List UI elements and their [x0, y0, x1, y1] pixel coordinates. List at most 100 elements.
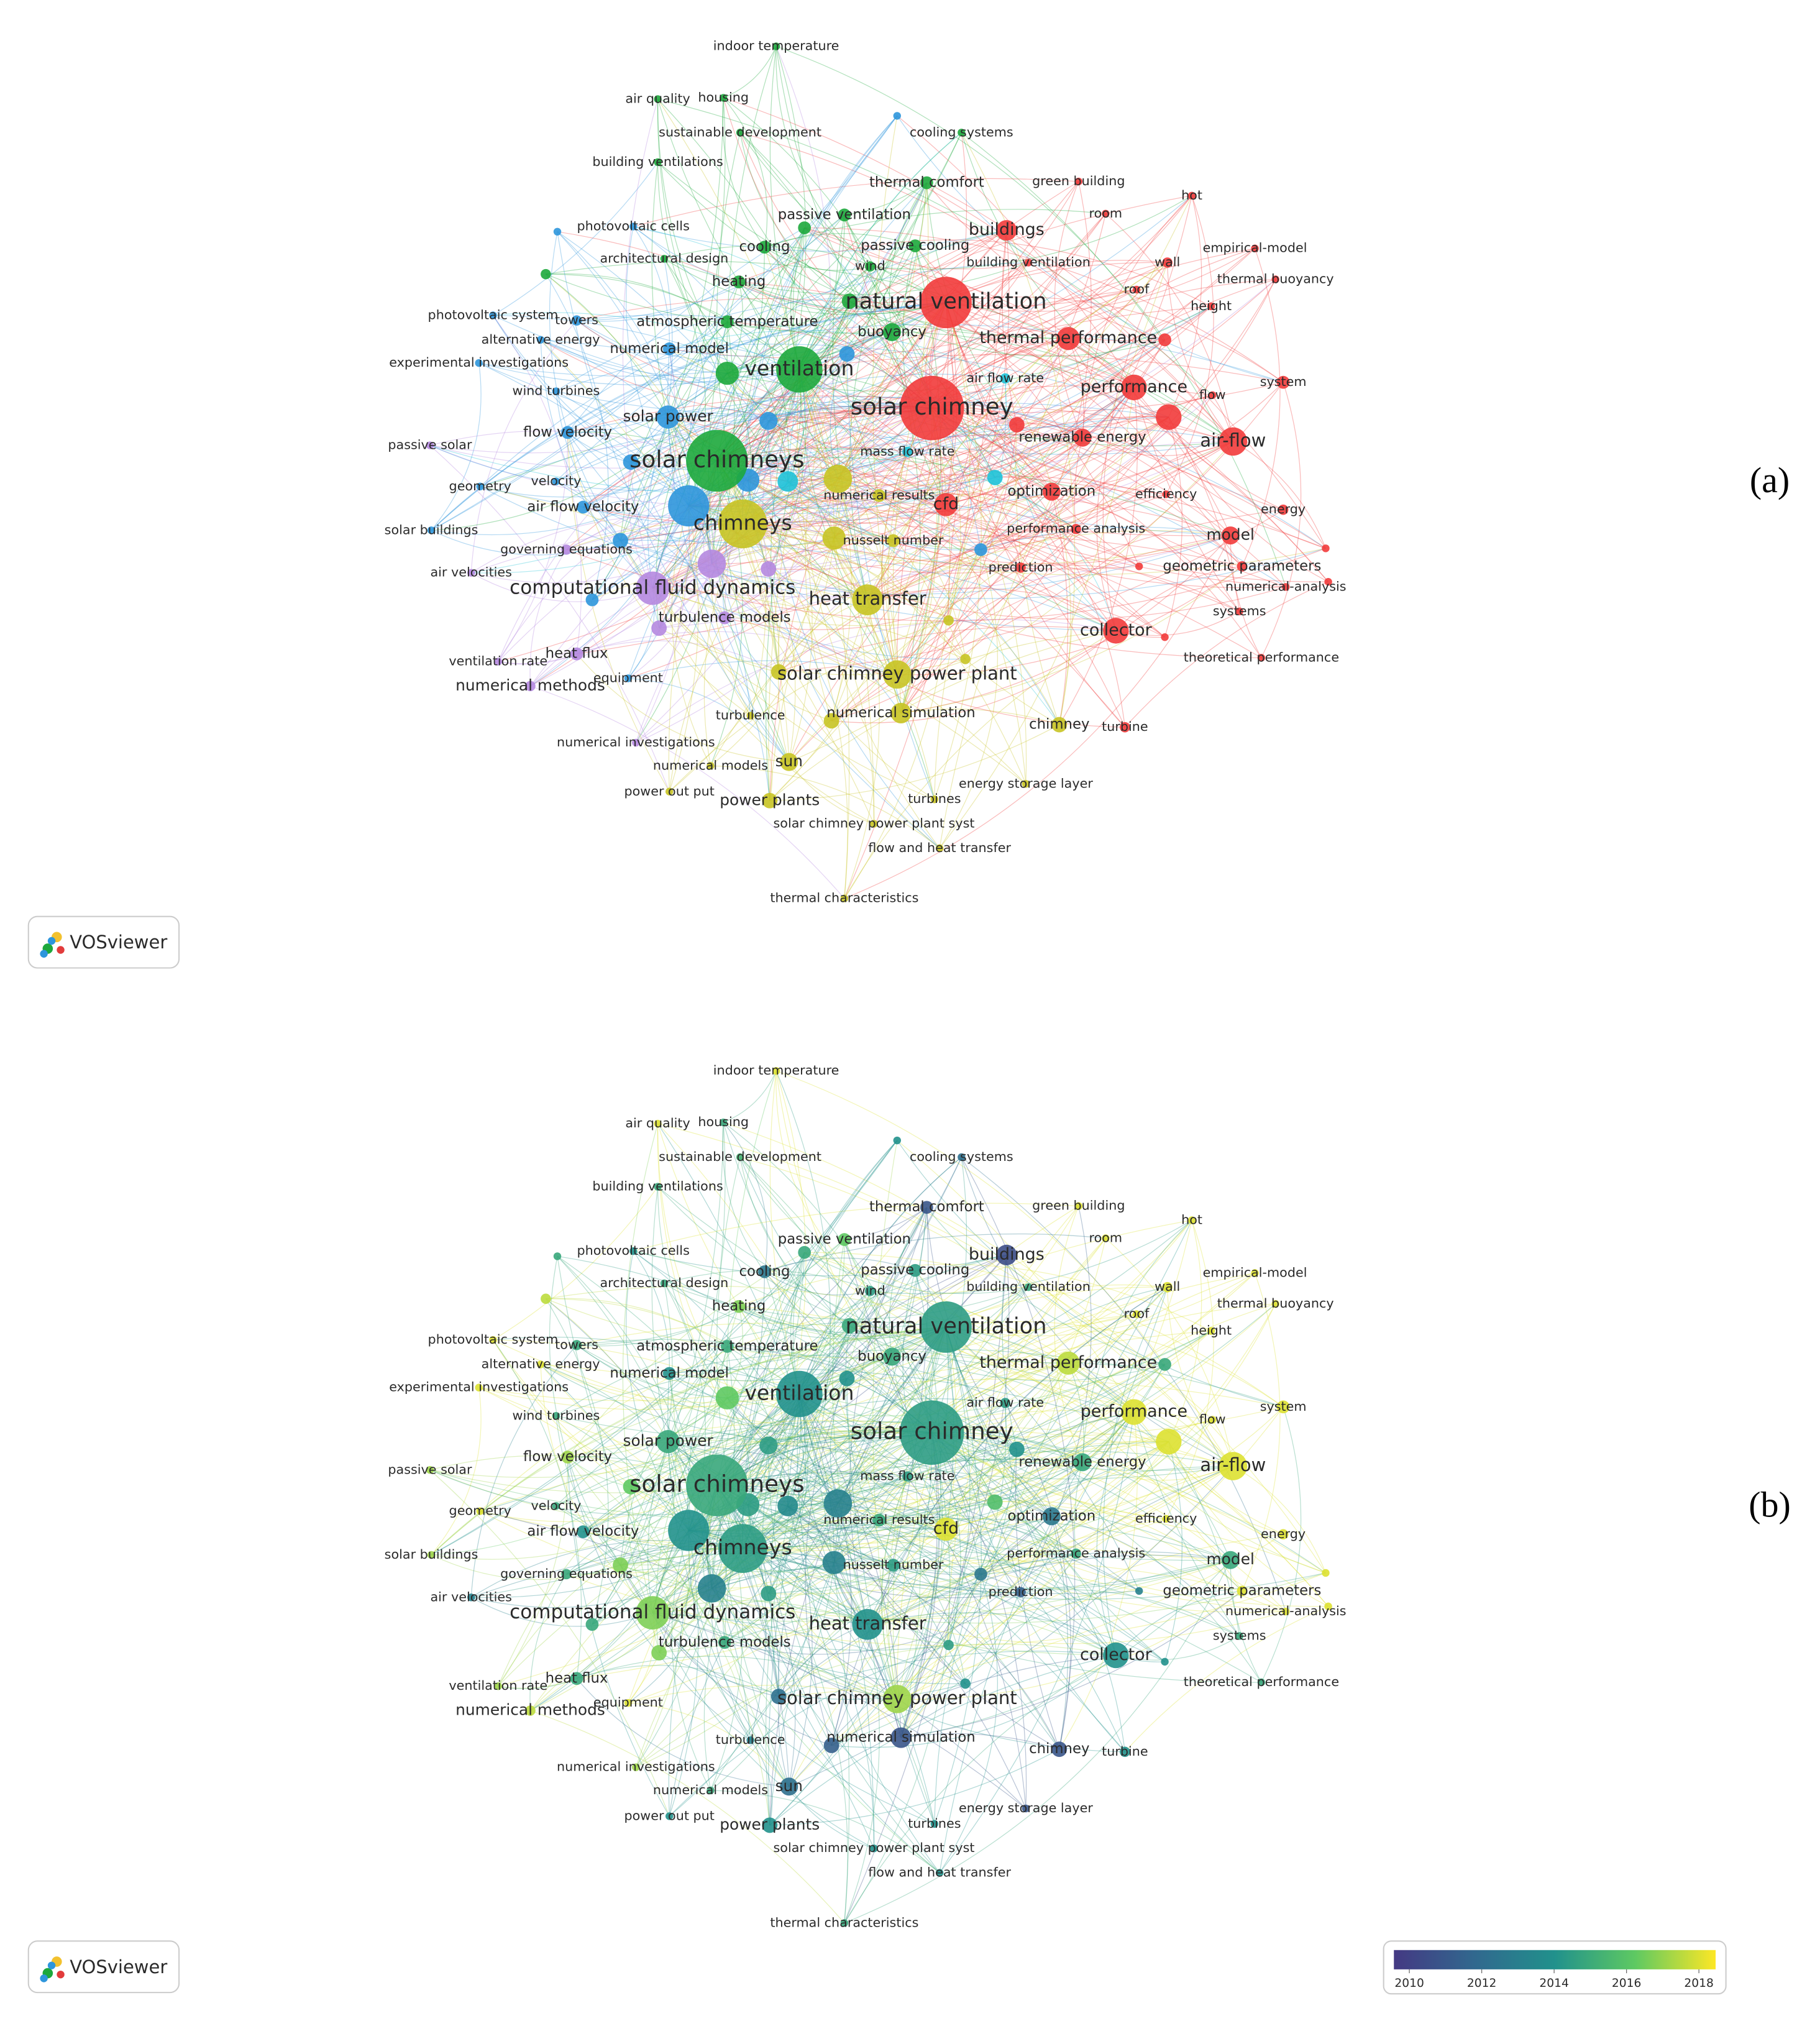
edge	[431, 302, 946, 531]
edge	[897, 1441, 1169, 1700]
node	[883, 323, 902, 341]
edge	[768, 1465, 1233, 1595]
edge	[628, 1685, 897, 1703]
edge	[635, 1346, 735, 1768]
edge	[647, 1441, 669, 1613]
edge	[1051, 491, 1240, 612]
edge	[787, 1505, 1021, 1593]
edge	[743, 523, 1140, 570]
edge	[633, 226, 946, 310]
logo-box	[27, 915, 180, 969]
edge	[431, 1485, 718, 1560]
node	[1103, 1642, 1129, 1669]
edge	[778, 530, 1231, 672]
node-label: wall	[1155, 255, 1180, 270]
edge	[669, 344, 1169, 418]
edge	[556, 324, 1284, 392]
edge	[652, 1238, 1106, 1613]
edge	[727, 301, 850, 328]
edge	[716, 182, 927, 461]
edge	[722, 98, 765, 248]
edge	[945, 302, 1117, 631]
edge	[724, 1419, 1213, 1643]
edge	[716, 460, 1076, 543]
edge	[725, 1592, 1021, 1655]
edge	[879, 1449, 1017, 1521]
edge	[769, 538, 835, 801]
edge	[778, 1465, 1233, 1697]
node	[665, 1812, 674, 1820]
edge	[768, 441, 1233, 570]
node-label: roof	[1124, 1306, 1150, 1321]
node	[865, 1286, 876, 1296]
node	[1103, 618, 1129, 644]
node	[759, 1436, 778, 1455]
edge	[867, 395, 1213, 600]
edge	[931, 195, 1192, 409]
node-label: alternative energy	[482, 1356, 600, 1371]
edge	[872, 1140, 898, 1700]
edge	[768, 369, 807, 569]
node	[668, 1510, 710, 1551]
edge	[742, 354, 848, 525]
node-label: energy	[1261, 502, 1306, 516]
edge	[768, 1393, 807, 1594]
node	[798, 221, 812, 234]
edge	[1059, 1411, 1138, 1750]
node-label: numerical investigations	[557, 735, 715, 749]
colorbar-tick-label: 2016	[1612, 1977, 1641, 1990]
edge	[768, 387, 1135, 570]
edge	[620, 1564, 1117, 1656]
edge	[567, 432, 751, 717]
edge	[716, 461, 796, 763]
edge	[739, 132, 1233, 442]
node-label: solar chimney power plant	[777, 662, 1017, 684]
edge	[726, 321, 789, 482]
edge	[902, 245, 947, 505]
node-label: chimneys	[693, 510, 792, 534]
edge	[833, 416, 1169, 539]
edge	[939, 387, 1135, 849]
edge	[900, 441, 1233, 713]
edge	[716, 1471, 1052, 1517]
node	[525, 1705, 536, 1716]
edge	[1230, 535, 1262, 658]
edge	[844, 230, 1007, 899]
edge	[768, 1393, 808, 1594]
edge	[620, 262, 1168, 541]
edge	[657, 99, 800, 370]
edge	[652, 588, 779, 672]
edge	[498, 1457, 569, 1687]
logo-text: VOSviewer	[70, 1956, 167, 1978]
edge	[633, 1250, 868, 1625]
node	[1219, 1452, 1248, 1480]
edge	[480, 1290, 871, 1512]
node-label: ventilation	[744, 356, 854, 380]
edge	[844, 1624, 880, 1923]
edge	[1102, 1286, 1168, 1656]
edge	[838, 474, 1326, 549]
edge	[620, 1286, 1168, 1566]
node	[613, 1557, 628, 1573]
logo-icon	[47, 937, 56, 945]
edge	[798, 1393, 1060, 1750]
edge	[779, 626, 1116, 672]
edge	[622, 99, 659, 589]
edge	[727, 301, 850, 374]
node-label: cfd	[933, 1519, 959, 1538]
edge	[897, 416, 1169, 675]
node	[736, 1153, 744, 1162]
edge	[592, 1564, 894, 1625]
edge	[652, 214, 845, 589]
edge	[471, 1548, 743, 1608]
node	[552, 387, 560, 395]
edge	[931, 248, 1255, 409]
edge	[762, 1393, 800, 1594]
edge	[900, 248, 1255, 713]
node	[552, 477, 560, 485]
edge	[493, 312, 908, 452]
edge	[652, 441, 1233, 589]
node-label: heat flux	[546, 1670, 608, 1686]
node	[776, 346, 823, 393]
vosviewer-logo: VOSviewer	[27, 1940, 180, 1994]
